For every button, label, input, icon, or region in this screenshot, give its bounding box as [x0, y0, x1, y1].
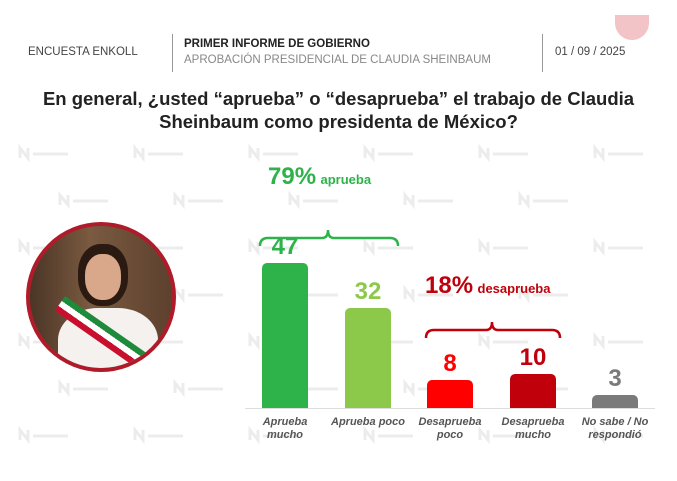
group-brace [424, 321, 562, 339]
watermark-logo [478, 425, 528, 445]
portrait-photo [26, 222, 176, 372]
divider [542, 34, 543, 72]
watermark-logo [248, 237, 298, 257]
watermark-logo [478, 237, 528, 257]
watermark-logo [403, 284, 453, 304]
watermark-logo [593, 331, 643, 351]
group-text: desaprueba [477, 281, 551, 296]
watermark-logo [518, 190, 568, 210]
watermark-logo [173, 190, 223, 210]
bar [262, 263, 308, 408]
group-pct: 79% [268, 163, 317, 190]
group-label: 18% desaprueba [425, 272, 550, 300]
watermark-logo [58, 190, 108, 210]
watermark-logo [133, 143, 183, 163]
watermark-logo [403, 190, 453, 210]
watermark-logo [478, 331, 528, 351]
bar [427, 380, 473, 408]
bar [345, 308, 391, 408]
watermark-logo [363, 425, 413, 445]
value-label: 10 [519, 344, 547, 371]
watermark-logo [133, 425, 183, 445]
report-subtitle: APROBACIÓN PRESIDENCIAL DE CLAUDIA SHEIN… [184, 54, 491, 66]
chart-baseline [245, 408, 655, 409]
bar [510, 374, 556, 408]
watermark-logo [518, 284, 568, 304]
watermark-logo [58, 378, 108, 398]
divider [172, 34, 173, 72]
watermark-logo [248, 425, 298, 445]
watermark-logo [173, 284, 223, 304]
watermark-logo [363, 143, 413, 163]
group-brace [258, 229, 400, 247]
watermark-logo [288, 190, 338, 210]
watermark-logo [593, 425, 643, 445]
chart-title: En general, ¿usted “aprueba” o “desaprue… [42, 88, 635, 132]
watermark-logo [18, 425, 68, 445]
category-label: No sabe / No respondió [581, 416, 649, 441]
watermark-logo [248, 143, 298, 163]
value-label: 8 [443, 350, 457, 377]
value-label: 3 [608, 365, 622, 392]
category-label: Desaprueba poco [418, 416, 482, 441]
report-title: PRIMER INFORME DE GOBIERNO [184, 38, 370, 50]
watermark-logo [593, 237, 643, 257]
group-pct: 18% [425, 272, 474, 299]
report-date: 01 / 09 / 2025 [555, 46, 626, 58]
watermark-logo [363, 237, 413, 257]
watermark-logo [173, 378, 223, 398]
category-label: Aprueba mucho [262, 416, 308, 441]
category-label: Desaprueba mucho [501, 416, 565, 441]
watermark-logo [593, 143, 643, 163]
category-label: Aprueba poco [331, 416, 405, 428]
group-text: aprueba [320, 172, 372, 187]
bar [592, 395, 638, 408]
group-label: 79% aprueba [268, 163, 371, 191]
watermark-logo [18, 143, 68, 163]
survey-label: ENCUESTA ENKOLL [28, 46, 138, 58]
value-label: 32 [354, 278, 382, 305]
watermark-logo [478, 143, 528, 163]
